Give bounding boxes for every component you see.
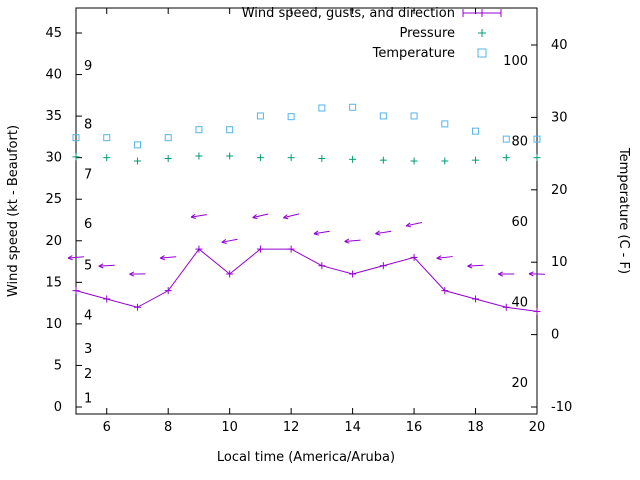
beaufort-scale-label: 4 [84,309,92,324]
beaufort-scale-label: 1 [84,392,92,407]
gust-arrow [344,239,361,242]
beaufort-scale-label: 9 [84,59,92,74]
temperature-series [72,103,541,149]
gust-arrow [190,214,207,218]
fahrenheit-scale-label: 20 [511,376,528,391]
y-right-tick-label: 0 [551,328,559,343]
x-tick-label: 16 [406,420,423,435]
y-left-tick-label: 25 [45,192,62,207]
y-left-tick-label: 40 [45,68,62,83]
gust-arrow [436,256,453,259]
x-tick-label: 8 [164,420,172,435]
legend-label-pressure: Pressure [399,26,455,41]
pressure-series [72,152,541,165]
beaufort-scale-label: 6 [84,217,92,232]
beaufort-scale-label: 3 [84,342,92,357]
y-left-tick-label: 30 [45,151,62,166]
legend-label-temperature: Temperature [372,46,455,61]
gust-arrow [160,256,177,259]
y-left-tick-label: 10 [45,317,62,332]
fahrenheit-scale-label: 80 [511,135,528,150]
fahrenheit-scale-label: 40 [511,295,528,310]
x-axis-title: Local time (America/Aruba) [217,450,395,465]
gust-arrow [252,213,269,219]
y-right-tick-label: 10 [551,255,568,270]
x-tick-label: 12 [283,420,300,435]
x-tick-label: 14 [344,420,361,435]
y-left-tick-label: 15 [45,275,62,290]
x-tick-label: 18 [467,420,484,435]
gust-arrow [67,256,85,259]
gust-arrow [221,238,238,243]
y-right-tick-label: 20 [551,183,568,198]
gust-arrow [467,264,484,267]
y-right-tick-label: 40 [551,38,568,53]
beaufort-scale-label: 8 [84,117,92,132]
legend: Wind speed, gusts, and direction Pressure… [242,6,502,61]
y-right-tick-label: -10 [551,400,572,415]
y-left-tick-label: 0 [54,400,62,415]
y-left-tick-label: 35 [45,109,62,124]
y-left-axis-title: Wind speed (kt - Beaufort) [6,125,21,297]
wind-series [67,213,546,315]
gust-arrow [375,230,392,235]
gust-arrow [98,264,115,267]
fahrenheit-scale-label: 60 [511,215,528,230]
y-left-tick-label: 5 [54,358,62,373]
gust-arrow [528,273,546,275]
y-right-axis-title: Temperature (C - F) [616,147,631,274]
gust-arrow [283,213,300,219]
gust-arrow [313,230,330,235]
x-tick-label: 20 [529,420,546,435]
y-right-tick-label: 30 [551,110,568,125]
fahrenheit-scale-label: 100 [503,54,528,69]
gust-arrow [406,222,422,227]
beaufort-scale-label: 7 [84,167,92,182]
y-left-tick-label: 20 [45,234,62,249]
y-left-tick-label: 45 [45,26,62,41]
axes: 6 8 10 12 14 16 18 20051015202530354045-1001020… [6,7,631,465]
x-tick-label: 10 [221,420,238,435]
beaufort-scale-label: 5 [84,259,92,274]
legend-label-wind: Wind speed, gusts, and direction [242,6,455,21]
x-tick-label: 6 [103,420,111,435]
beaufort-scale-label: 2 [84,367,92,382]
